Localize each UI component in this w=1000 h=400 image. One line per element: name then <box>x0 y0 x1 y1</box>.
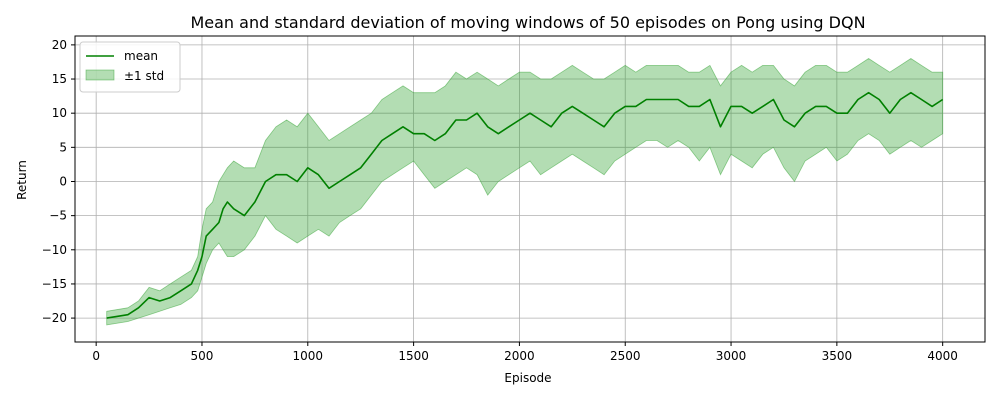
legend-box <box>79 41 181 93</box>
mean-line-group <box>106 91 944 319</box>
y-tick-label: −15 <box>42 277 67 291</box>
y-tick-label: −10 <box>42 243 67 257</box>
y-ticks: −20 −15 −10 −5 0 5 10 15 20 <box>42 38 75 325</box>
y-tick-label: 10 <box>52 106 67 120</box>
x-tick-label: 2500 <box>610 349 641 363</box>
gridlines <box>75 36 985 342</box>
chart-title: Mean and standard deviation of moving wi… <box>190 13 865 32</box>
mean-line <box>106 91 944 319</box>
plot-frame <box>74 35 986 343</box>
x-axis-label: Episode <box>504 371 551 385</box>
y-tick-label: 15 <box>52 72 67 86</box>
x-tick-label: 2000 <box>504 349 535 363</box>
x-tick-label: 1500 <box>398 349 429 363</box>
legend-std-label: ±1 std <box>124 69 164 83</box>
x-tick-label: 0 <box>92 349 100 363</box>
std-band-group <box>106 58 944 326</box>
y-tick-label: −20 <box>42 311 67 325</box>
x-tick-label: 500 <box>191 349 214 363</box>
x-tick-label: 3000 <box>716 349 747 363</box>
y-tick-label: 20 <box>52 38 67 52</box>
x-tick-label: 3500 <box>822 349 853 363</box>
y-axis-label: Return <box>15 160 29 200</box>
y-tick-label: 0 <box>59 174 67 188</box>
legend-mean-label: mean <box>124 49 158 63</box>
legend-std-swatch <box>85 69 115 81</box>
legend: mean ±1 std <box>79 41 181 93</box>
x-tick-label: 4000 <box>927 349 958 363</box>
y-tick-label: 5 <box>59 140 67 154</box>
std-band <box>106 58 944 326</box>
y-tick-label: −5 <box>49 209 67 223</box>
x-ticks: 0 500 1000 1500 2000 2500 3000 3500 4000 <box>92 342 958 363</box>
x-tick-label: 1000 <box>293 349 324 363</box>
